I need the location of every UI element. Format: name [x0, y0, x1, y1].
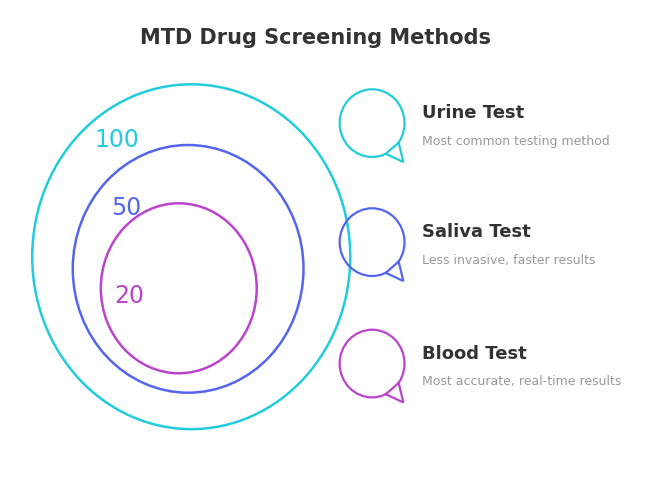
Text: Urine Test: Urine Test: [422, 104, 524, 123]
Text: 100: 100: [94, 128, 139, 152]
Polygon shape: [386, 143, 403, 162]
Polygon shape: [386, 261, 403, 281]
Text: Saliva Test: Saliva Test: [422, 223, 531, 242]
Text: Most common testing method: Most common testing method: [422, 135, 610, 148]
Text: 50: 50: [111, 196, 141, 220]
Text: Less invasive, faster results: Less invasive, faster results: [422, 253, 596, 267]
Text: Blood Test: Blood Test: [422, 345, 527, 363]
Polygon shape: [386, 383, 403, 403]
Text: Most accurate, real-time results: Most accurate, real-time results: [422, 375, 622, 388]
Text: MTD Drug Screening Methods: MTD Drug Screening Methods: [140, 29, 491, 48]
Text: 20: 20: [114, 284, 144, 308]
